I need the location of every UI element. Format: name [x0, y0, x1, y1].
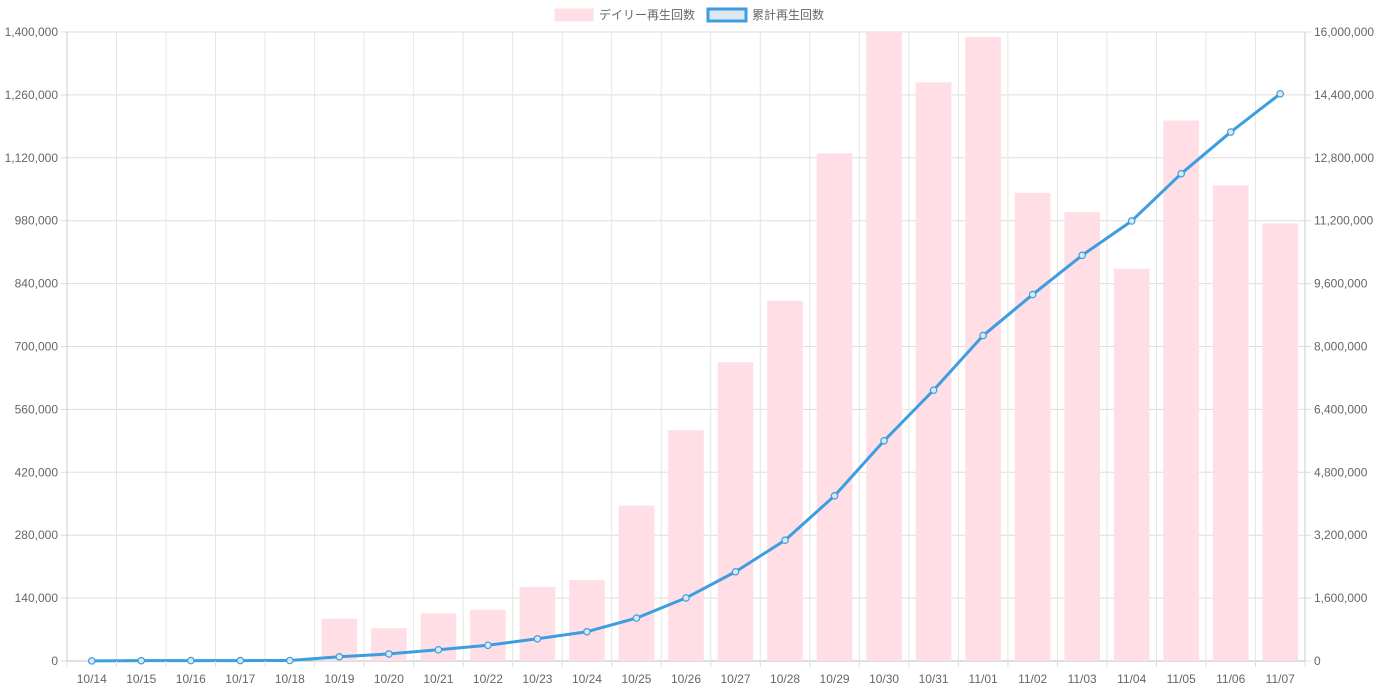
- x-tick-label: 10/15: [126, 672, 156, 686]
- point-cumulative-11-05[interactable]: [1178, 170, 1184, 176]
- bar-daily-10-29[interactable]: [817, 153, 853, 661]
- point-cumulative-10-21[interactable]: [435, 647, 441, 653]
- x-tick-label: 10/26: [671, 672, 701, 686]
- legend-label[interactable]: 累計再生回数: [752, 7, 824, 22]
- y-left-tick-label: 840,000: [15, 277, 59, 291]
- y-left-tick-label: 700,000: [15, 340, 59, 354]
- x-tick-label: 10/18: [275, 672, 305, 686]
- point-cumulative-10-16[interactable]: [188, 657, 194, 663]
- x-tick-label: 10/28: [770, 672, 800, 686]
- y-left-tick-label: 140,000: [15, 591, 59, 605]
- point-cumulative-11-04[interactable]: [1128, 218, 1134, 224]
- y-left-tick-label: 0: [51, 654, 58, 668]
- point-cumulative-10-28[interactable]: [782, 537, 788, 543]
- y-right-tick-label: 9,600,000: [1314, 277, 1368, 291]
- point-cumulative-10-25[interactable]: [633, 615, 639, 621]
- point-cumulative-10-14[interactable]: [89, 658, 95, 664]
- point-cumulative-10-15[interactable]: [138, 657, 144, 663]
- point-cumulative-11-06[interactable]: [1228, 129, 1234, 135]
- x-tick-label: 11/02: [1018, 672, 1047, 686]
- x-tick-label: 11/01: [969, 672, 998, 686]
- x-tick-label: 10/23: [522, 672, 552, 686]
- bar-daily-10-31[interactable]: [916, 82, 952, 661]
- x-tick-label: 10/24: [572, 672, 602, 686]
- y-right-tick-label: 16,000,000: [1314, 25, 1374, 39]
- bar-daily-10-30[interactable]: [866, 32, 902, 661]
- legend: デイリー再生回数 累計再生回数: [555, 7, 824, 22]
- x-tick-label: 11/03: [1068, 672, 1097, 686]
- bar-daily-10-26[interactable]: [668, 430, 704, 661]
- y-right-tick-label: 6,400,000: [1314, 402, 1368, 416]
- y-left-tick-label: 560,000: [15, 402, 59, 416]
- x-tick-label: 10/31: [919, 672, 949, 686]
- bar-daily-10-27[interactable]: [718, 362, 754, 661]
- x-tick-label: 10/27: [721, 672, 751, 686]
- legend-swatch[interactable]: [555, 9, 593, 21]
- y-right-tick-label: 4,800,000: [1314, 465, 1368, 479]
- point-cumulative-11-03[interactable]: [1079, 252, 1085, 258]
- bar-daily-11-05[interactable]: [1163, 121, 1199, 661]
- point-cumulative-10-26[interactable]: [683, 595, 689, 601]
- y-left-tick-label: 280,000: [15, 528, 59, 542]
- y-right-tick-label: 3,200,000: [1314, 528, 1368, 542]
- y-right-tick-label: 12,800,000: [1314, 151, 1374, 165]
- x-tick-label: 10/19: [324, 672, 354, 686]
- x-tick-label: 10/30: [869, 672, 899, 686]
- y-left-tick-label: 1,260,000: [5, 88, 59, 102]
- point-cumulative-10-23[interactable]: [534, 636, 540, 642]
- bar-daily-10-21[interactable]: [421, 613, 457, 661]
- y-left-tick-label: 1,400,000: [5, 25, 59, 39]
- point-cumulative-11-01[interactable]: [980, 332, 986, 338]
- bar-daily-11-03[interactable]: [1064, 212, 1100, 661]
- bar-daily-10-28[interactable]: [767, 301, 803, 661]
- bar-daily-10-24[interactable]: [569, 580, 605, 661]
- bar-daily-11-02[interactable]: [1015, 193, 1051, 661]
- point-cumulative-10-29[interactable]: [831, 493, 837, 499]
- y-right-tick-label: 1,600,000: [1314, 591, 1368, 605]
- point-cumulative-10-31[interactable]: [930, 387, 936, 393]
- point-cumulative-10-20[interactable]: [386, 651, 392, 657]
- y-right-tick-label: 11,200,000: [1314, 214, 1373, 228]
- y-left-tick-label: 980,000: [15, 214, 59, 228]
- x-tick-label: 10/29: [820, 672, 850, 686]
- y-left-tick-label: 420,000: [15, 465, 59, 479]
- x-tick-label: 10/25: [621, 672, 651, 686]
- y-right-tick-label: 0: [1314, 654, 1321, 668]
- x-tick-label: 10/21: [423, 672, 453, 686]
- point-cumulative-10-24[interactable]: [584, 629, 590, 635]
- x-tick-label: 11/07: [1266, 672, 1295, 686]
- point-cumulative-10-17[interactable]: [237, 657, 243, 663]
- point-cumulative-10-27[interactable]: [732, 569, 738, 575]
- x-tick-label: 11/04: [1117, 672, 1146, 686]
- point-cumulative-10-30[interactable]: [881, 438, 887, 444]
- bar-daily-10-22[interactable]: [470, 610, 506, 661]
- x-tick-label: 10/14: [77, 672, 107, 686]
- x-tick-label: 10/16: [176, 672, 206, 686]
- bar-daily-10-23[interactable]: [520, 587, 556, 661]
- x-tick-label: 10/20: [374, 672, 404, 686]
- point-cumulative-11-02[interactable]: [1029, 291, 1035, 297]
- point-cumulative-10-22[interactable]: [485, 642, 491, 648]
- y-right-tick-label: 8,000,000: [1314, 340, 1368, 354]
- y-right-tick-label: 14,400,000: [1314, 88, 1374, 102]
- bar-daily-11-06[interactable]: [1213, 185, 1249, 661]
- legend-swatch[interactable]: [708, 9, 746, 21]
- bar-daily-10-25[interactable]: [619, 506, 655, 661]
- legend-label[interactable]: デイリー再生回数: [599, 7, 695, 22]
- x-tick-label: 11/06: [1216, 672, 1245, 686]
- x-tick-label: 11/05: [1167, 672, 1196, 686]
- bar-daily-11-04[interactable]: [1114, 269, 1150, 661]
- bar-daily-11-07[interactable]: [1262, 223, 1298, 661]
- x-tick-label: 10/17: [225, 672, 255, 686]
- point-cumulative-10-18[interactable]: [287, 657, 293, 663]
- y-left-tick-label: 1,120,000: [5, 151, 59, 165]
- x-tick-label: 10/22: [473, 672, 503, 686]
- point-cumulative-11-07[interactable]: [1277, 91, 1283, 97]
- point-cumulative-10-19[interactable]: [336, 654, 342, 660]
